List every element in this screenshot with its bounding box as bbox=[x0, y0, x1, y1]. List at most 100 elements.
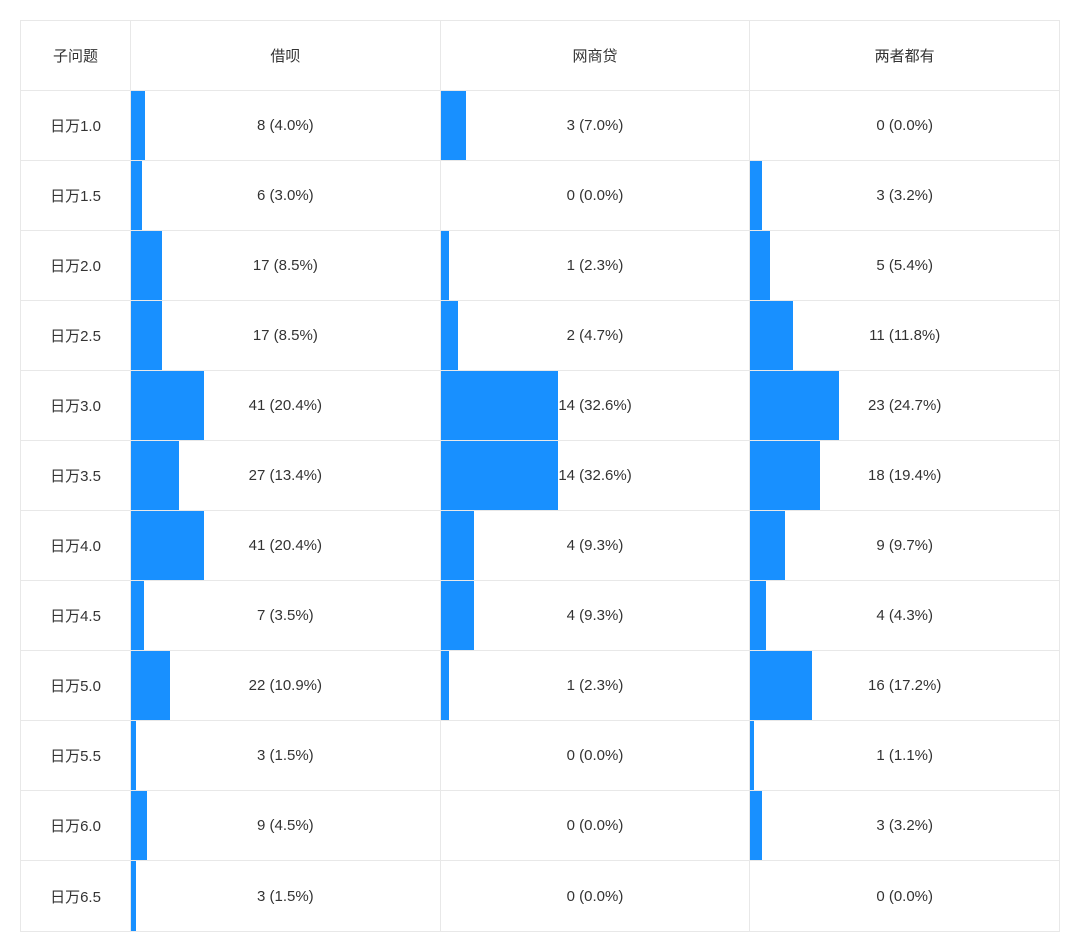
row-label: 日万1.0 bbox=[21, 91, 131, 160]
cell-value: 9 (4.5%) bbox=[257, 817, 314, 834]
data-cell: 27 (13.4%) bbox=[131, 441, 441, 510]
table-row: 日万6.0 9 (4.5%) 0 (0.0%) 3 (3.2%) bbox=[21, 791, 1059, 861]
data-cell: 1 (1.1%) bbox=[750, 721, 1059, 790]
data-cell: 0 (0.0%) bbox=[441, 791, 751, 860]
cell-value: 3 (1.5%) bbox=[257, 888, 314, 905]
row-label: 日万4.0 bbox=[21, 511, 131, 580]
bar bbox=[750, 371, 839, 440]
bar bbox=[750, 791, 762, 860]
cell-value: 0 (0.0%) bbox=[567, 747, 624, 764]
bar bbox=[441, 231, 449, 300]
row-label: 日万3.0 bbox=[21, 371, 131, 440]
bar bbox=[131, 581, 144, 650]
bar bbox=[441, 301, 458, 370]
cell-value: 11 (11.8%) bbox=[869, 327, 940, 344]
cell-value: 0 (0.0%) bbox=[567, 888, 624, 905]
row-label: 日万2.5 bbox=[21, 301, 131, 370]
data-cell: 14 (32.6%) bbox=[441, 371, 751, 440]
data-cell: 14 (32.6%) bbox=[441, 441, 751, 510]
data-cell: 23 (24.7%) bbox=[750, 371, 1059, 440]
data-cell: 41 (20.4%) bbox=[131, 511, 441, 580]
bar bbox=[441, 441, 558, 510]
table-row: 日万3.0 41 (20.4%) 14 (32.6%) 23 (24.7%) bbox=[21, 371, 1059, 441]
cell-value: 4 (9.3%) bbox=[567, 607, 624, 624]
table-row: 日万2.017 (8.5%)1 (2.3%)5 (5.4%) bbox=[21, 231, 1059, 301]
data-cell: 4 (4.3%) bbox=[750, 581, 1059, 650]
table-row: 日万4.57 (3.5%) 4 (9.3%) 4 (4.3%) bbox=[21, 581, 1059, 651]
table-body: 日万1.08 (4.0%)3 (7.0%)0 (0.0%)日万1.56 (3.0… bbox=[21, 91, 1059, 931]
data-cell: 17 (8.5%) bbox=[131, 301, 441, 370]
cell-value: 6 (3.0%) bbox=[257, 187, 314, 204]
bar bbox=[131, 371, 204, 440]
data-cell: 9 (4.5%) bbox=[131, 791, 441, 860]
data-cell: 4 (9.3%) bbox=[441, 511, 751, 580]
bar bbox=[441, 581, 474, 650]
data-cell: 16 (17.2%) bbox=[750, 651, 1059, 720]
data-cell: 6 (3.0%) bbox=[131, 161, 441, 230]
data-cell: 41 (20.4%) bbox=[131, 371, 441, 440]
cell-value: 0 (0.0%) bbox=[876, 888, 933, 905]
bar bbox=[131, 651, 170, 720]
cell-value: 0 (0.0%) bbox=[876, 117, 933, 134]
data-cell: 9 (9.7%) bbox=[750, 511, 1059, 580]
cell-value: 4 (9.3%) bbox=[567, 537, 624, 554]
row-label: 日万3.5 bbox=[21, 441, 131, 510]
cell-value: 3 (3.2%) bbox=[876, 817, 933, 834]
cell-value: 23 (24.7%) bbox=[868, 397, 941, 414]
data-cell: 4 (9.3%) bbox=[441, 581, 751, 650]
data-cell: 7 (3.5%) bbox=[131, 581, 441, 650]
data-cell: 3 (1.5%) bbox=[131, 861, 441, 931]
header-row-label: 子问题 bbox=[21, 21, 131, 90]
table-row: 日万2.5 17 (8.5%) 2 (4.7%) 11 (11.8%) bbox=[21, 301, 1059, 371]
bar bbox=[131, 301, 162, 370]
bar bbox=[131, 441, 179, 510]
cell-value: 41 (20.4%) bbox=[249, 397, 322, 414]
cell-value: 14 (32.6%) bbox=[558, 397, 631, 414]
data-cell: 3 (1.5%) bbox=[131, 721, 441, 790]
table-row: 日万1.56 (3.0%)0 (0.0%)3 (3.2%) bbox=[21, 161, 1059, 231]
cell-value: 5 (5.4%) bbox=[876, 257, 933, 274]
table-row: 日万1.08 (4.0%)3 (7.0%)0 (0.0%) bbox=[21, 91, 1059, 161]
bar bbox=[750, 231, 769, 300]
data-cell: 2 (4.7%) bbox=[441, 301, 751, 370]
bar bbox=[750, 581, 765, 650]
cell-value: 1 (1.1%) bbox=[876, 747, 933, 764]
cell-value: 14 (32.6%) bbox=[558, 467, 631, 484]
row-label: 日万2.0 bbox=[21, 231, 131, 300]
cell-value: 41 (20.4%) bbox=[249, 537, 322, 554]
data-cell: 0 (0.0%) bbox=[750, 91, 1059, 160]
data-cell: 11 (11.8%) bbox=[750, 301, 1059, 370]
header-col-0: 借呗 bbox=[131, 21, 441, 90]
bar bbox=[131, 231, 162, 300]
bar bbox=[441, 511, 474, 580]
row-label: 日万5.5 bbox=[21, 721, 131, 790]
cell-value: 17 (8.5%) bbox=[253, 327, 318, 344]
bar bbox=[750, 301, 792, 370]
bar bbox=[750, 651, 812, 720]
cell-value: 22 (10.9%) bbox=[249, 677, 322, 694]
header-col-2: 两者都有 bbox=[750, 21, 1059, 90]
table-header-row: 子问题 借呗 网商贷 两者都有 bbox=[21, 21, 1059, 91]
data-cell: 1 (2.3%) bbox=[441, 231, 751, 300]
cell-value: 0 (0.0%) bbox=[567, 817, 624, 834]
header-col-1: 网商贷 bbox=[441, 21, 751, 90]
data-cell: 18 (19.4%) bbox=[750, 441, 1059, 510]
cell-value: 2 (4.7%) bbox=[567, 327, 624, 344]
cell-value: 4 (4.3%) bbox=[876, 607, 933, 624]
bar bbox=[441, 371, 558, 440]
data-table: 子问题 借呗 网商贷 两者都有 日万1.08 (4.0%)3 (7.0%)0 (… bbox=[20, 20, 1060, 932]
cell-value: 3 (1.5%) bbox=[257, 747, 314, 764]
data-cell: 0 (0.0%) bbox=[441, 721, 751, 790]
cell-value: 1 (2.3%) bbox=[567, 677, 624, 694]
cell-value: 8 (4.0%) bbox=[257, 117, 314, 134]
row-label: 日万4.5 bbox=[21, 581, 131, 650]
row-label: 日万6.0 bbox=[21, 791, 131, 860]
cell-value: 16 (17.2%) bbox=[868, 677, 941, 694]
table-row: 日万5.5 3 (1.5%) 0 (0.0%) 1 (1.1%) bbox=[21, 721, 1059, 791]
cell-value: 27 (13.4%) bbox=[249, 467, 322, 484]
cell-value: 9 (9.7%) bbox=[876, 537, 933, 554]
table-row: 日万6.53 (1.5%)0 (0.0%)0 (0.0%) bbox=[21, 861, 1059, 931]
data-cell: 0 (0.0%) bbox=[441, 161, 751, 230]
bar bbox=[750, 441, 820, 510]
bar bbox=[131, 511, 204, 580]
